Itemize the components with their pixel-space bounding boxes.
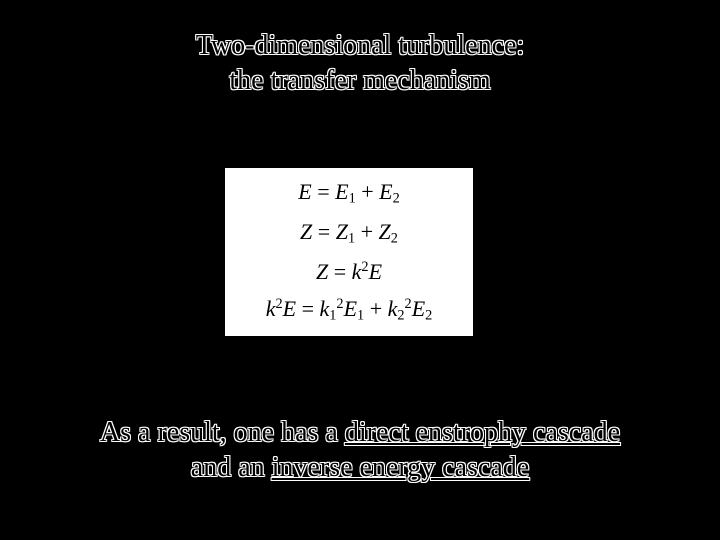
equation-1: E = E1 + E2 <box>298 179 400 208</box>
title-line-2: the transfer mechanism <box>229 65 490 96</box>
conclusion-text: As a result, one has a direct enstrophy … <box>0 415 720 485</box>
conclusion-mid: and an <box>191 452 272 483</box>
equation-2: Z = Z1 + Z2 <box>300 219 398 248</box>
title-line-1: Two-dimensional turbulence: <box>196 30 525 61</box>
conclusion-prefix: As a result, one has a <box>100 417 345 448</box>
equation-3: Z = k2E <box>316 259 382 285</box>
slide-title: Two-dimensional turbulence: the transfer… <box>0 28 720 98</box>
equation-box: E = E1 + E2 Z = Z1 + Z2 Z = k2E k2E = k1… <box>225 168 473 336</box>
conclusion-underline-1: direct enstrophy cascade <box>345 417 620 448</box>
equation-4: k2E = k12E1 + k22E2 <box>266 296 433 325</box>
conclusion-underline-2: inverse energy cascade <box>272 452 530 483</box>
